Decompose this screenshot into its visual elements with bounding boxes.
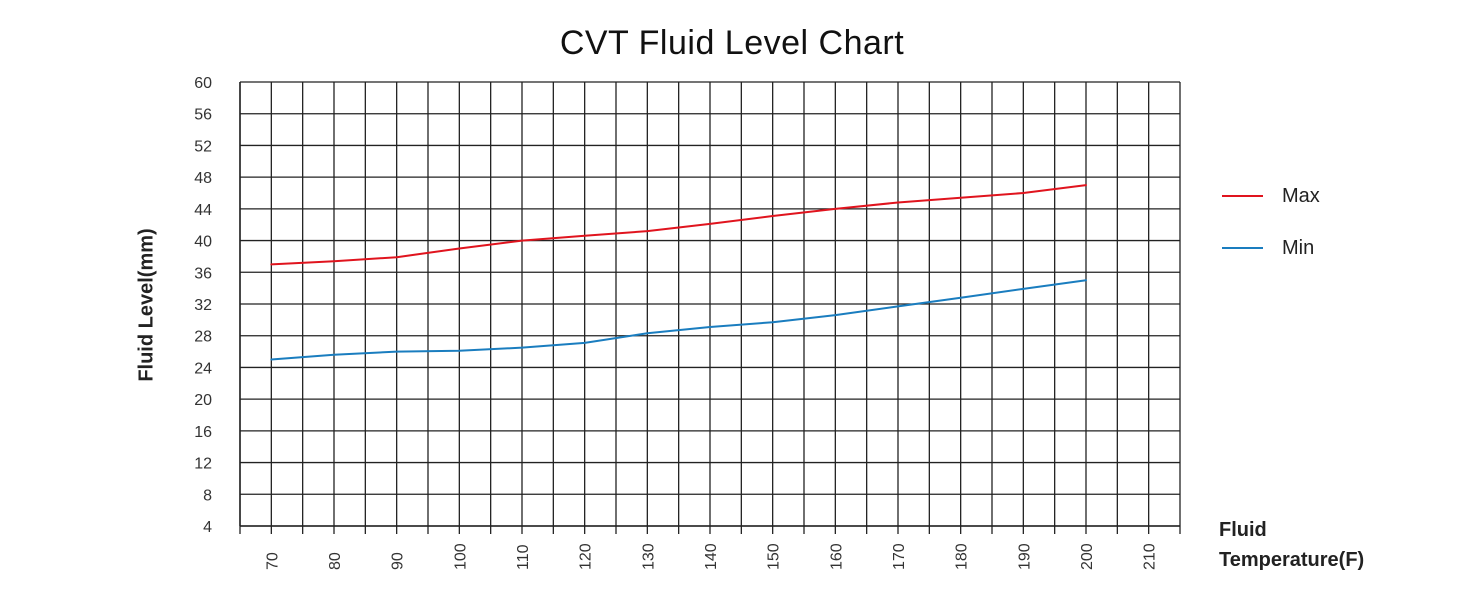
y-tick-label: 52 [194,138,212,155]
legend-swatch-max [1222,195,1263,197]
x-tick-label: 210 [1142,543,1159,570]
x-tick-label: 110 [515,544,532,570]
chart-title: CVT Fluid Level Chart [559,24,905,62]
x-tick-label: 160 [828,543,845,570]
x-tick-label: 190 [1016,543,1033,570]
y-tick-label: 24 [194,360,212,377]
x-tick-label: 140 [703,543,720,570]
x-axis-label-line1: Fluid [1219,519,1267,541]
legend-label-min: Min [1282,236,1315,259]
x-tick-label: 120 [578,543,595,570]
legend-item-max: Max [1222,183,1320,209]
x-tick-label: 100 [452,543,469,570]
x-tick-label: 150 [766,543,783,570]
x-tick-label: 180 [954,543,971,570]
y-tick-label: 48 [194,170,212,187]
legend-swatch-min [1222,247,1263,249]
y-tick-label: 32 [194,297,212,314]
y-tick-label: 44 [194,202,212,219]
legend-label-max: Max [1282,184,1320,207]
x-tick-label: 130 [640,543,657,570]
series-line-min [270,279,1087,361]
y-tick-label: 56 [194,107,212,124]
x-tick-label: 80 [327,552,344,570]
x-tick-label: 90 [390,552,407,570]
y-tick-label: 36 [194,265,212,282]
y-tick-label: 60 [194,75,212,92]
y-tick-label: 20 [194,392,212,409]
y-tick-label: 40 [194,234,212,251]
y-tick-label: 16 [194,424,212,441]
x-axis-label: Fluid Temperature(F) [1219,515,1364,575]
series-line-max [270,184,1087,266]
y-tick-label: 4 [203,519,212,536]
y-tick-label: 12 [194,456,212,473]
y-tick-label: 8 [203,487,212,504]
x-tick-label: 200 [1079,543,1096,570]
legend: Max Min [1222,183,1320,287]
y-tick-label: 28 [194,329,212,346]
legend-item-min: Min [1222,235,1320,261]
x-tick-label: 70 [264,552,281,570]
x-axis-label-line2: Temperature(F) [1219,549,1365,571]
x-tick-label: 170 [891,543,908,570]
